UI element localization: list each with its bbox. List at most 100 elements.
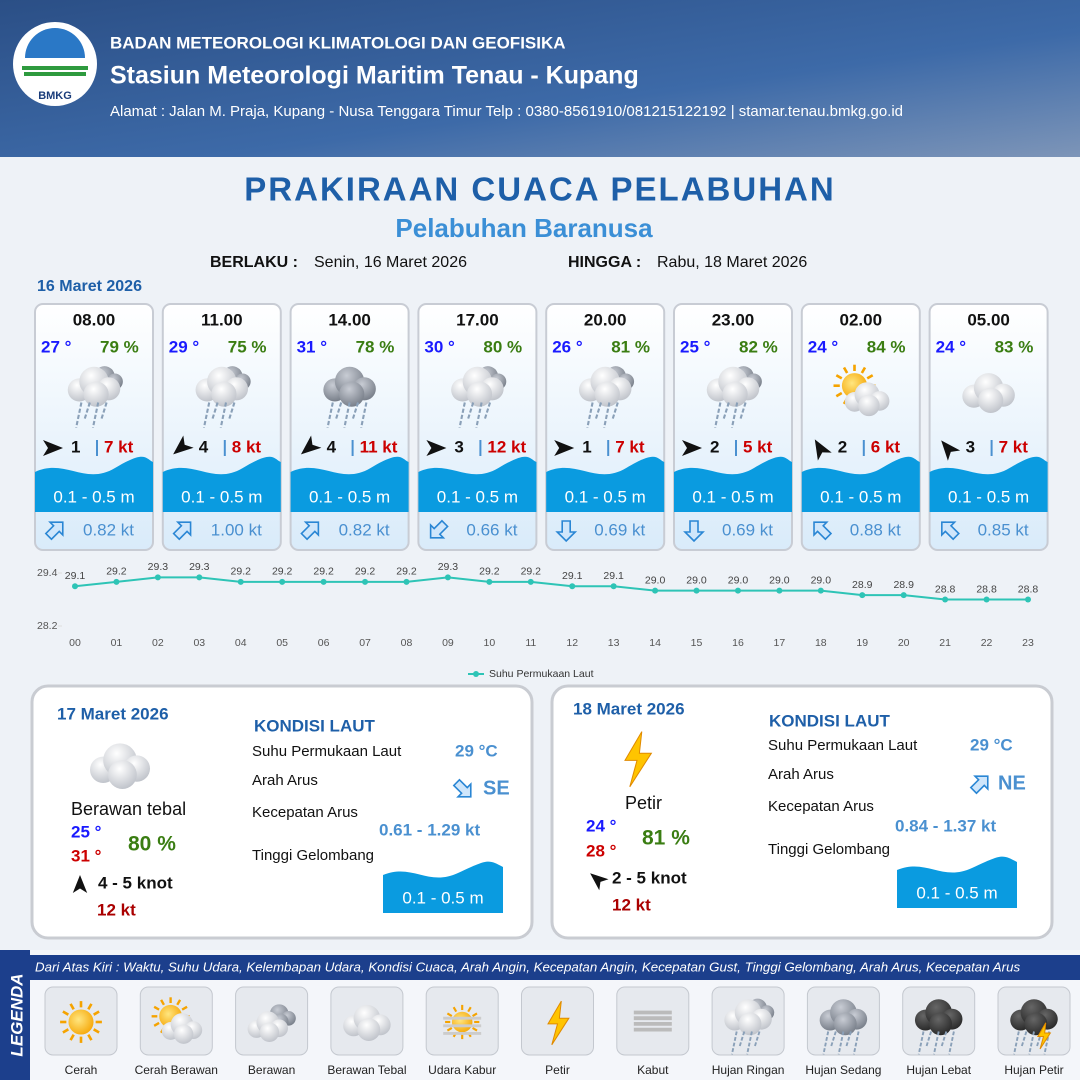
current-arrow	[300, 521, 320, 541]
sea-label: Arah Arus	[768, 766, 834, 783]
x-tick-label: 03	[193, 637, 205, 649]
weather-icon	[624, 731, 653, 788]
sea-title: KONDISI LAUT	[254, 716, 376, 735]
sst-point	[900, 592, 907, 599]
sea-label: Arah Arus	[252, 772, 318, 789]
rain	[458, 402, 466, 428]
slot-humidity: 75 %	[228, 337, 267, 356]
rain	[475, 402, 483, 428]
rain	[1043, 1031, 1051, 1055]
rain	[343, 402, 351, 428]
sst-point	[279, 578, 286, 585]
sst-point	[569, 583, 576, 590]
day-wind: 4 - 5 knot	[98, 873, 173, 892]
lightning	[624, 731, 653, 788]
cloud-part	[833, 1012, 857, 1036]
day-gust: 12 kt	[97, 900, 136, 919]
sea-label: Kecepatan Arus	[768, 798, 874, 815]
rain	[219, 402, 228, 428]
sea-direction: NE	[998, 772, 1026, 794]
x-tick-label: 01	[111, 637, 123, 649]
wind-arrow	[941, 440, 961, 461]
rain	[1013, 1031, 1020, 1055]
weather-icon	[633, 1010, 672, 1032]
legend-item: Hujan Ringan	[712, 1063, 785, 1077]
x-tick-label: 12	[566, 637, 578, 649]
wind-arrow	[814, 439, 832, 461]
rain	[948, 1031, 955, 1055]
legend-dot	[473, 671, 479, 677]
wind-arrow	[426, 440, 447, 456]
slot-humidity: 81 %	[611, 337, 650, 356]
slot-wind: 1	[582, 437, 591, 456]
weather-icon	[1010, 999, 1058, 1055]
day-temp-max: 28 °	[586, 841, 617, 860]
sea-label: Tinggi Gelombang	[252, 847, 374, 864]
x-tick-label: 22	[981, 637, 993, 649]
slot-current: 0.82 kt	[83, 520, 134, 539]
slot-wave: 0.1 - 0.5 m	[692, 487, 773, 506]
sun-ray	[452, 1006, 458, 1013]
slot-wave: 0.1 - 0.5 m	[309, 487, 390, 506]
slot-wind: 4	[199, 437, 209, 456]
legend-side	[0, 950, 30, 1080]
sst-point	[486, 578, 493, 585]
sea-sst: 29 °C	[455, 741, 498, 760]
weather-icon	[60, 1001, 102, 1043]
rain	[837, 1031, 845, 1055]
y-tick-label: 29.4	[37, 567, 58, 579]
current-arrow	[683, 520, 705, 543]
slot-temp: 30 °	[424, 337, 455, 356]
x-tick-label: 14	[649, 637, 661, 649]
rain	[730, 402, 739, 428]
cloud-part	[858, 394, 880, 417]
weather-icon	[247, 1004, 296, 1042]
sst-label: 28.8	[976, 583, 997, 595]
rain	[202, 402, 211, 428]
sst-point	[942, 596, 949, 603]
sea-speed: 0.61 - 1.29 kt	[379, 820, 480, 839]
sst-label: 29.3	[189, 561, 210, 573]
current-arrow-shape	[941, 521, 960, 541]
slot-temp: 29 °	[169, 337, 200, 356]
sun-ray	[160, 999, 165, 1006]
sst-label: 28.9	[893, 579, 914, 591]
sst-label: 29.2	[313, 566, 334, 578]
current-arrow-shape	[969, 775, 989, 795]
cloud-part	[173, 1024, 194, 1044]
sst-label: 29.3	[438, 561, 459, 573]
sst-point	[72, 583, 78, 590]
current-arrow	[172, 521, 192, 541]
slot-wind: 4	[327, 437, 337, 456]
weather-icon	[443, 1004, 482, 1040]
weather-icon	[343, 1004, 391, 1041]
cloud-part	[738, 1012, 762, 1036]
logo-arc	[25, 28, 85, 58]
sst-label: 29.1	[65, 570, 86, 582]
weather-icon	[724, 998, 775, 1055]
rain	[753, 1031, 761, 1047]
slot-humidity: 79 %	[100, 337, 139, 356]
slot-gust: 11 kt	[360, 437, 398, 456]
logo-stripes	[22, 66, 88, 76]
x-tick-label: 02	[152, 637, 164, 649]
slot-humidity: 78 %	[356, 337, 395, 356]
slot-wave: 0.1 - 0.5 m	[181, 487, 262, 506]
current-arrow-shape	[300, 521, 320, 541]
slot-current: 0.88 kt	[850, 520, 901, 539]
sun-ray	[472, 1027, 478, 1032]
rain	[925, 1031, 933, 1047]
rain	[100, 402, 108, 420]
x-tick-label: 10	[484, 637, 496, 649]
legend-item: Hujan Lebat	[906, 1063, 971, 1077]
rain	[917, 1031, 925, 1055]
day-gust: 12 kt	[612, 895, 651, 914]
sun-ray	[860, 366, 867, 374]
x-tick-label: 09	[442, 637, 454, 649]
rain	[822, 1031, 830, 1055]
rain	[594, 402, 603, 420]
rain	[603, 402, 611, 428]
legend-box	[616, 986, 690, 1056]
legend-item: Hujan Petir	[1004, 1063, 1063, 1077]
sun-ray	[87, 1003, 93, 1010]
